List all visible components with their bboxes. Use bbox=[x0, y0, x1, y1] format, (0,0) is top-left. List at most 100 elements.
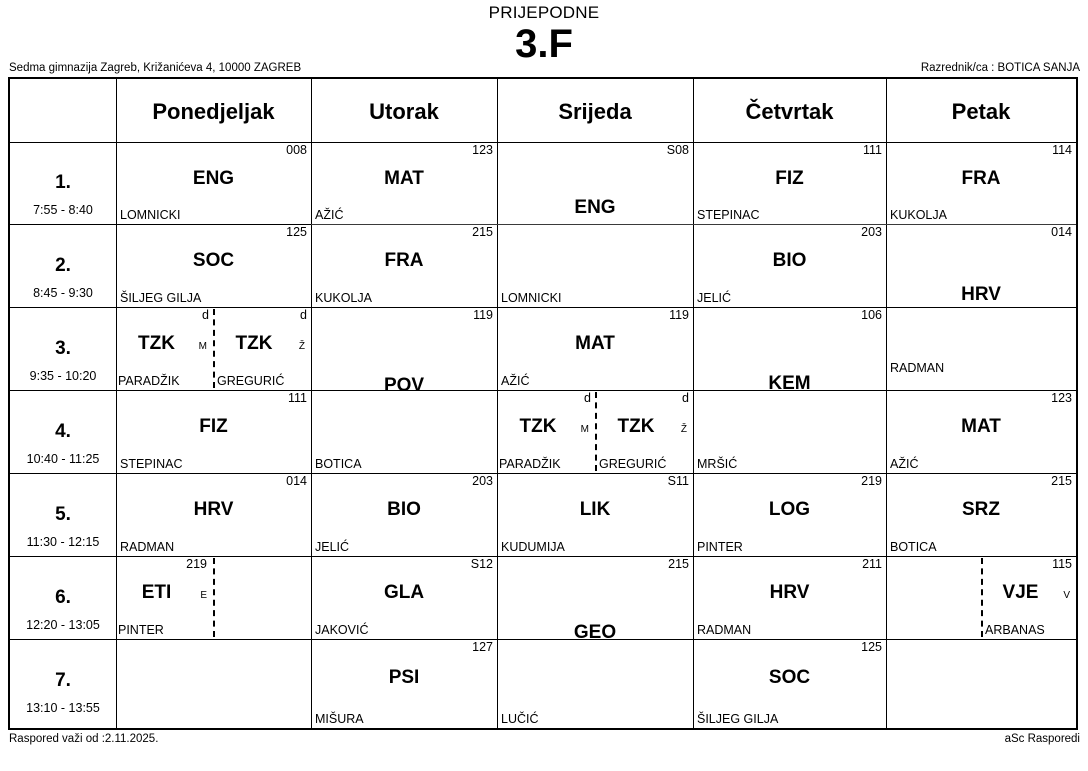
lesson-subject: SOC bbox=[192, 250, 235, 271]
period-time-label: 12:20 - 13:05 bbox=[26, 618, 100, 632]
lesson-room: S11 bbox=[667, 474, 689, 488]
lesson-subject: FIZ bbox=[199, 416, 228, 437]
lesson-cell-thu-3-4[interactable]: 106 KEM MRŠIĆ bbox=[693, 307, 886, 473]
lesson-teacher: KUDUMIJA bbox=[501, 540, 565, 554]
lesson-cell-thu-6[interactable]: 211 HRV RADMAN bbox=[693, 556, 886, 639]
lesson-group: Ž bbox=[680, 424, 687, 435]
lesson-cell-mon-3-group-m[interactable]: d TZK M PARADŽIK bbox=[116, 307, 213, 390]
lesson-teacher: AŽIĆ bbox=[890, 457, 919, 471]
lesson-cell-tue-3-4[interactable]: 119 POV BOTICA bbox=[311, 307, 497, 473]
lesson-group: Ž bbox=[298, 341, 305, 352]
lesson-room: 014 bbox=[286, 474, 307, 488]
lesson-room: 219 bbox=[186, 557, 207, 571]
period-time-label: 10:40 - 11:25 bbox=[26, 452, 100, 466]
footer-valid-from: Raspored važi od :2.11.2025. bbox=[9, 733, 159, 745]
lesson-cell-tue-5[interactable]: 203 BIO JELIĆ bbox=[311, 473, 497, 556]
lesson-teacher: AŽIĆ bbox=[501, 374, 530, 388]
lesson-cell-mon-6-group-e[interactable]: 219 ETI E PINTER bbox=[116, 556, 213, 639]
lesson-teacher: ŠILJEG GILJA bbox=[697, 712, 779, 726]
lesson-cell-wed-4-group-z[interactable]: d TZK Ž GREGURIĆ bbox=[595, 390, 693, 473]
period-time-label: 7:55 - 8:40 bbox=[33, 203, 93, 217]
grid-column-divider bbox=[311, 79, 312, 728]
period-number-label: 6. bbox=[55, 587, 71, 608]
lesson-teacher: STEPINAC bbox=[120, 457, 183, 471]
lesson-subject: HRV bbox=[193, 499, 234, 520]
lesson-room: 215 bbox=[1051, 474, 1072, 488]
group-split-divider bbox=[213, 558, 215, 637]
lesson-cell-thu-7[interactable]: 125 SOC ŠILJEG GILJA bbox=[693, 639, 886, 728]
lesson-subject: VJE bbox=[1002, 582, 1039, 603]
period-time-label: 8:45 - 9:30 bbox=[33, 286, 93, 300]
lesson-room: d bbox=[300, 308, 307, 322]
lesson-room: 215 bbox=[668, 557, 689, 571]
period-time-label: 13:10 - 13:55 bbox=[26, 701, 100, 715]
lesson-cell-mon-2[interactable]: 125 SOC ŠILJEG GILJA bbox=[116, 224, 311, 307]
period-number-label: 5. bbox=[55, 504, 71, 525]
lesson-teacher: RADMAN bbox=[697, 623, 752, 637]
lesson-cell-tue-2[interactable]: 215 FRA KUKOLJA bbox=[311, 224, 497, 307]
day-header-ponedjeljak: Ponedjeljak bbox=[116, 99, 311, 125]
lesson-teacher: GREGURIĆ bbox=[599, 457, 667, 471]
lesson-room: 123 bbox=[1051, 391, 1072, 405]
lesson-cell-tue-7[interactable]: 127 PSI MIŠURA bbox=[311, 639, 497, 728]
period-time-5: 11:30 - 12:15 bbox=[10, 535, 116, 550]
lesson-cell-mon-3-group-z[interactable]: d TZK Ž GREGURIĆ bbox=[213, 307, 311, 390]
lesson-subject: ENG bbox=[192, 168, 235, 189]
lesson-subject: GEO bbox=[573, 622, 617, 643]
lesson-cell-fri-1[interactable]: 114 FRA KUKOLJA bbox=[886, 142, 1076, 224]
lesson-subject: MAT bbox=[961, 416, 1001, 437]
lesson-cell-mon-4[interactable]: 111 FIZ STEPINAC bbox=[116, 390, 311, 473]
day-header-label: Utorak bbox=[369, 99, 439, 124]
lesson-cell-mon-5[interactable]: 014 HRV RADMAN bbox=[116, 473, 311, 556]
grid-row-divider bbox=[10, 556, 1076, 557]
lesson-cell-tue-1[interactable]: 123 MAT AŽIĆ bbox=[311, 142, 497, 224]
lesson-cell-mon-6-empty[interactable] bbox=[213, 556, 311, 639]
lesson-subject: TZK bbox=[617, 416, 655, 437]
lesson-teacher: BOTICA bbox=[890, 540, 937, 554]
homeroom-teacher-label: Razrednik/ca : BOTICA SANJA bbox=[920, 62, 1080, 74]
lesson-subject: TZK bbox=[235, 333, 273, 354]
period-time-4: 10:40 - 11:25 bbox=[10, 452, 116, 467]
period-number-label: 4. bbox=[55, 421, 71, 442]
lesson-cell-wed-1-2[interactable]: S08 ENG LOMNICKI bbox=[497, 142, 693, 307]
lesson-cell-thu-5[interactable]: 219 LOG PINTER bbox=[693, 473, 886, 556]
lesson-cell-mon-7-empty[interactable] bbox=[116, 639, 311, 728]
lesson-cell-wed-4-group-m[interactable]: d TZK M PARADŽIK bbox=[497, 390, 595, 473]
lesson-subject: KEM bbox=[768, 373, 811, 394]
school-name-label: Sedma gimnazija Zagreb, Križanićeva 4, 1… bbox=[9, 62, 302, 74]
lesson-cell-fri-2-3[interactable]: 014 HRV RADMAN bbox=[886, 224, 1076, 390]
lesson-cell-wed-3[interactable]: 119 MAT AŽIĆ bbox=[497, 307, 693, 390]
lesson-room: 106 bbox=[861, 308, 882, 322]
lesson-room: 123 bbox=[472, 143, 493, 157]
lesson-teacher: LOMNICKI bbox=[501, 291, 562, 305]
period-time-2: 8:45 - 9:30 bbox=[10, 286, 116, 301]
lesson-cell-thu-1[interactable]: 111 FIZ STEPINAC bbox=[693, 142, 886, 224]
lesson-cell-tue-6[interactable]: S12 GLA JAKOVIĆ bbox=[311, 556, 497, 639]
lesson-cell-wed-6-7[interactable]: 215 GEO LUČIĆ bbox=[497, 556, 693, 728]
grid-column-divider bbox=[497, 79, 498, 728]
lesson-cell-mon-1[interactable]: 008 ENG LOMNICKI bbox=[116, 142, 311, 224]
lesson-subject: SRZ bbox=[962, 499, 1000, 520]
lesson-teacher: LUČIĆ bbox=[501, 712, 539, 726]
day-header-label: Srijeda bbox=[558, 99, 632, 124]
grid-row-divider bbox=[10, 307, 1076, 308]
period-number-label: 1. bbox=[55, 172, 71, 193]
lesson-teacher: PINTER bbox=[118, 623, 164, 637]
day-header-label: Četvrtak bbox=[745, 99, 834, 124]
period-number-4: 4. bbox=[10, 421, 116, 443]
lesson-subject: SOC bbox=[768, 667, 811, 688]
day-header-petak: Petak bbox=[886, 99, 1076, 125]
lesson-group: M bbox=[580, 424, 589, 435]
period-time-label: 11:30 - 12:15 bbox=[26, 535, 100, 549]
lesson-cell-fri-6-group-v[interactable]: 115 VJE V ARBANAS bbox=[981, 556, 1076, 639]
lesson-cell-fri-4[interactable]: 123 MAT AŽIĆ bbox=[886, 390, 1076, 473]
grid-row-divider bbox=[10, 390, 1076, 391]
lesson-cell-fri-7-empty[interactable] bbox=[886, 639, 1076, 728]
lesson-cell-thu-2[interactable]: 203 BIO JELIĆ bbox=[693, 224, 886, 307]
lesson-room: 115 bbox=[1052, 557, 1072, 571]
lesson-cell-wed-5[interactable]: S11 LIK KUDUMIJA bbox=[497, 473, 693, 556]
lesson-cell-fri-5[interactable]: 215 SRZ BOTICA bbox=[886, 473, 1076, 556]
lesson-room: 008 bbox=[286, 143, 307, 157]
lesson-teacher: JAKOVIĆ bbox=[315, 623, 369, 637]
